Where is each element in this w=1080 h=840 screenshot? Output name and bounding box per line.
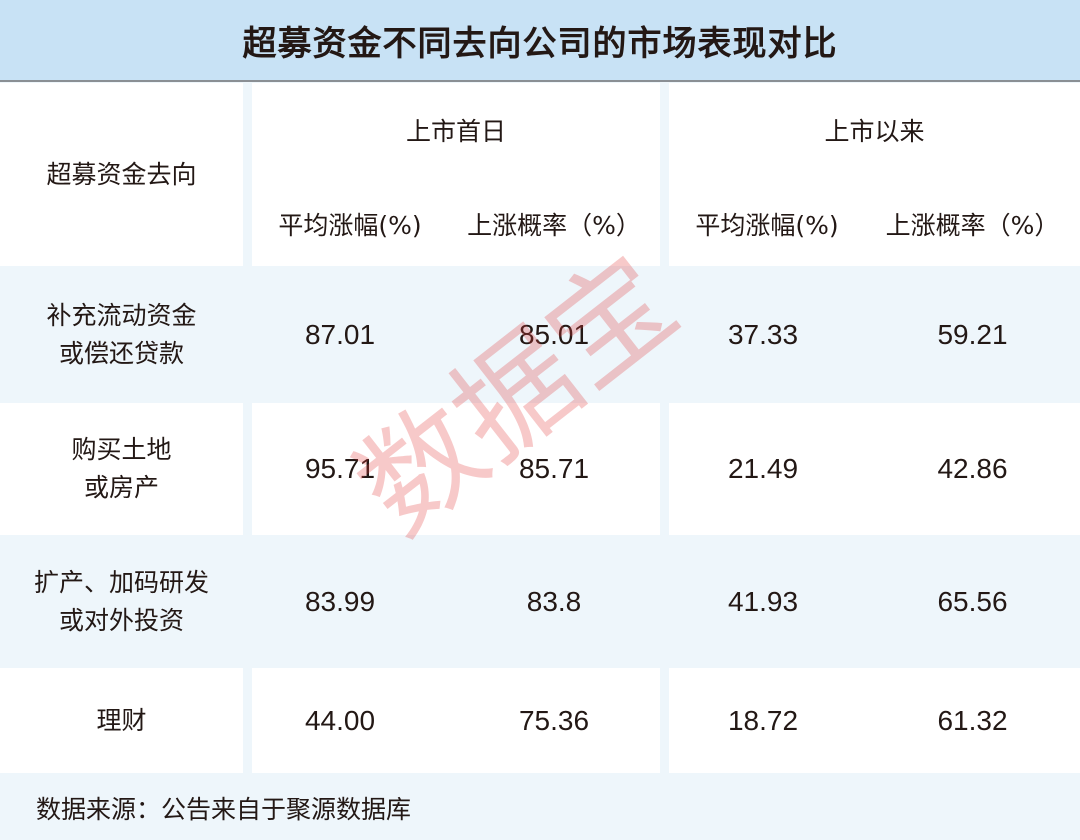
column-header: 上涨概率（%）: [467, 211, 641, 240]
table-cell: 83.8: [526, 585, 582, 617]
group-label: 上市首日: [405, 117, 506, 146]
column-header: 平均涨幅(%): [695, 211, 839, 240]
row-label-line: 理财: [96, 705, 147, 735]
row-label: 理财: [0, 668, 243, 773]
group-header-first-day: [252, 83, 660, 266]
row-label-line: 购买土地: [71, 435, 172, 464]
row-label-line: 补充流动资金: [46, 300, 197, 330]
column-header: 平均涨幅(%): [278, 211, 422, 240]
row-label-line: 或房产: [83, 473, 159, 502]
table-cell: 44.00: [304, 704, 376, 736]
table-cell: 75.36: [518, 704, 590, 736]
table-cell: 37.33: [727, 318, 799, 350]
cell-background: [669, 668, 1080, 773]
table-cell: 42.86: [937, 453, 1008, 484]
table-cell: 59.21: [937, 318, 1008, 350]
table-cell: 87.01: [304, 318, 376, 350]
cell-background: [669, 403, 1080, 535]
table-cell: 85.01: [518, 318, 590, 350]
table-cell: 61.32: [937, 704, 1008, 736]
row-label: 扩产、加码研发 或对外投资: [0, 535, 243, 668]
table-cell: 18.72: [727, 704, 799, 736]
row-label-line: 或对外投资: [58, 605, 184, 635]
group-header-since-listing: [669, 83, 1080, 266]
table-cell: 85.71: [518, 453, 590, 484]
data-source: 数据来源：公告来自于聚源数据库: [36, 795, 412, 824]
column-header: 上涨概率（%）: [885, 211, 1060, 240]
table-title: 超募资金不同去向公司的市场表现对比: [0, 0, 1080, 82]
table-cell: 95.71: [304, 453, 376, 484]
row-label: 购买土地 或房产: [0, 403, 243, 535]
row-header-label: 超募资金去向: [0, 83, 243, 266]
table-cell: 65.56: [937, 585, 1008, 617]
row-label-line: 扩产、加码研发: [33, 567, 209, 597]
row-label: 补充流动资金 或偿还贷款: [0, 266, 243, 403]
group-label: 上市以来: [824, 117, 925, 146]
row-label-line: 或偿还贷款: [58, 338, 184, 368]
cell-background: [252, 403, 660, 535]
cell-background: [252, 668, 660, 773]
table-cell: 41.93: [727, 585, 799, 617]
table-cell: 83.99: [304, 585, 376, 617]
table-cell: 21.49: [727, 453, 799, 484]
